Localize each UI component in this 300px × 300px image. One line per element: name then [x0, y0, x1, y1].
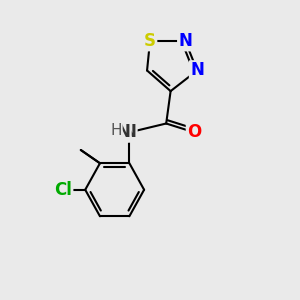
Text: H: H	[114, 123, 128, 141]
Text: H: H	[110, 123, 122, 138]
Text: N: N	[190, 61, 204, 80]
Text: S: S	[144, 32, 156, 50]
Text: N: N	[117, 123, 131, 141]
Text: O: O	[187, 123, 201, 141]
Text: Cl: Cl	[54, 181, 72, 199]
Text: N: N	[178, 32, 192, 50]
Text: N: N	[122, 123, 136, 141]
